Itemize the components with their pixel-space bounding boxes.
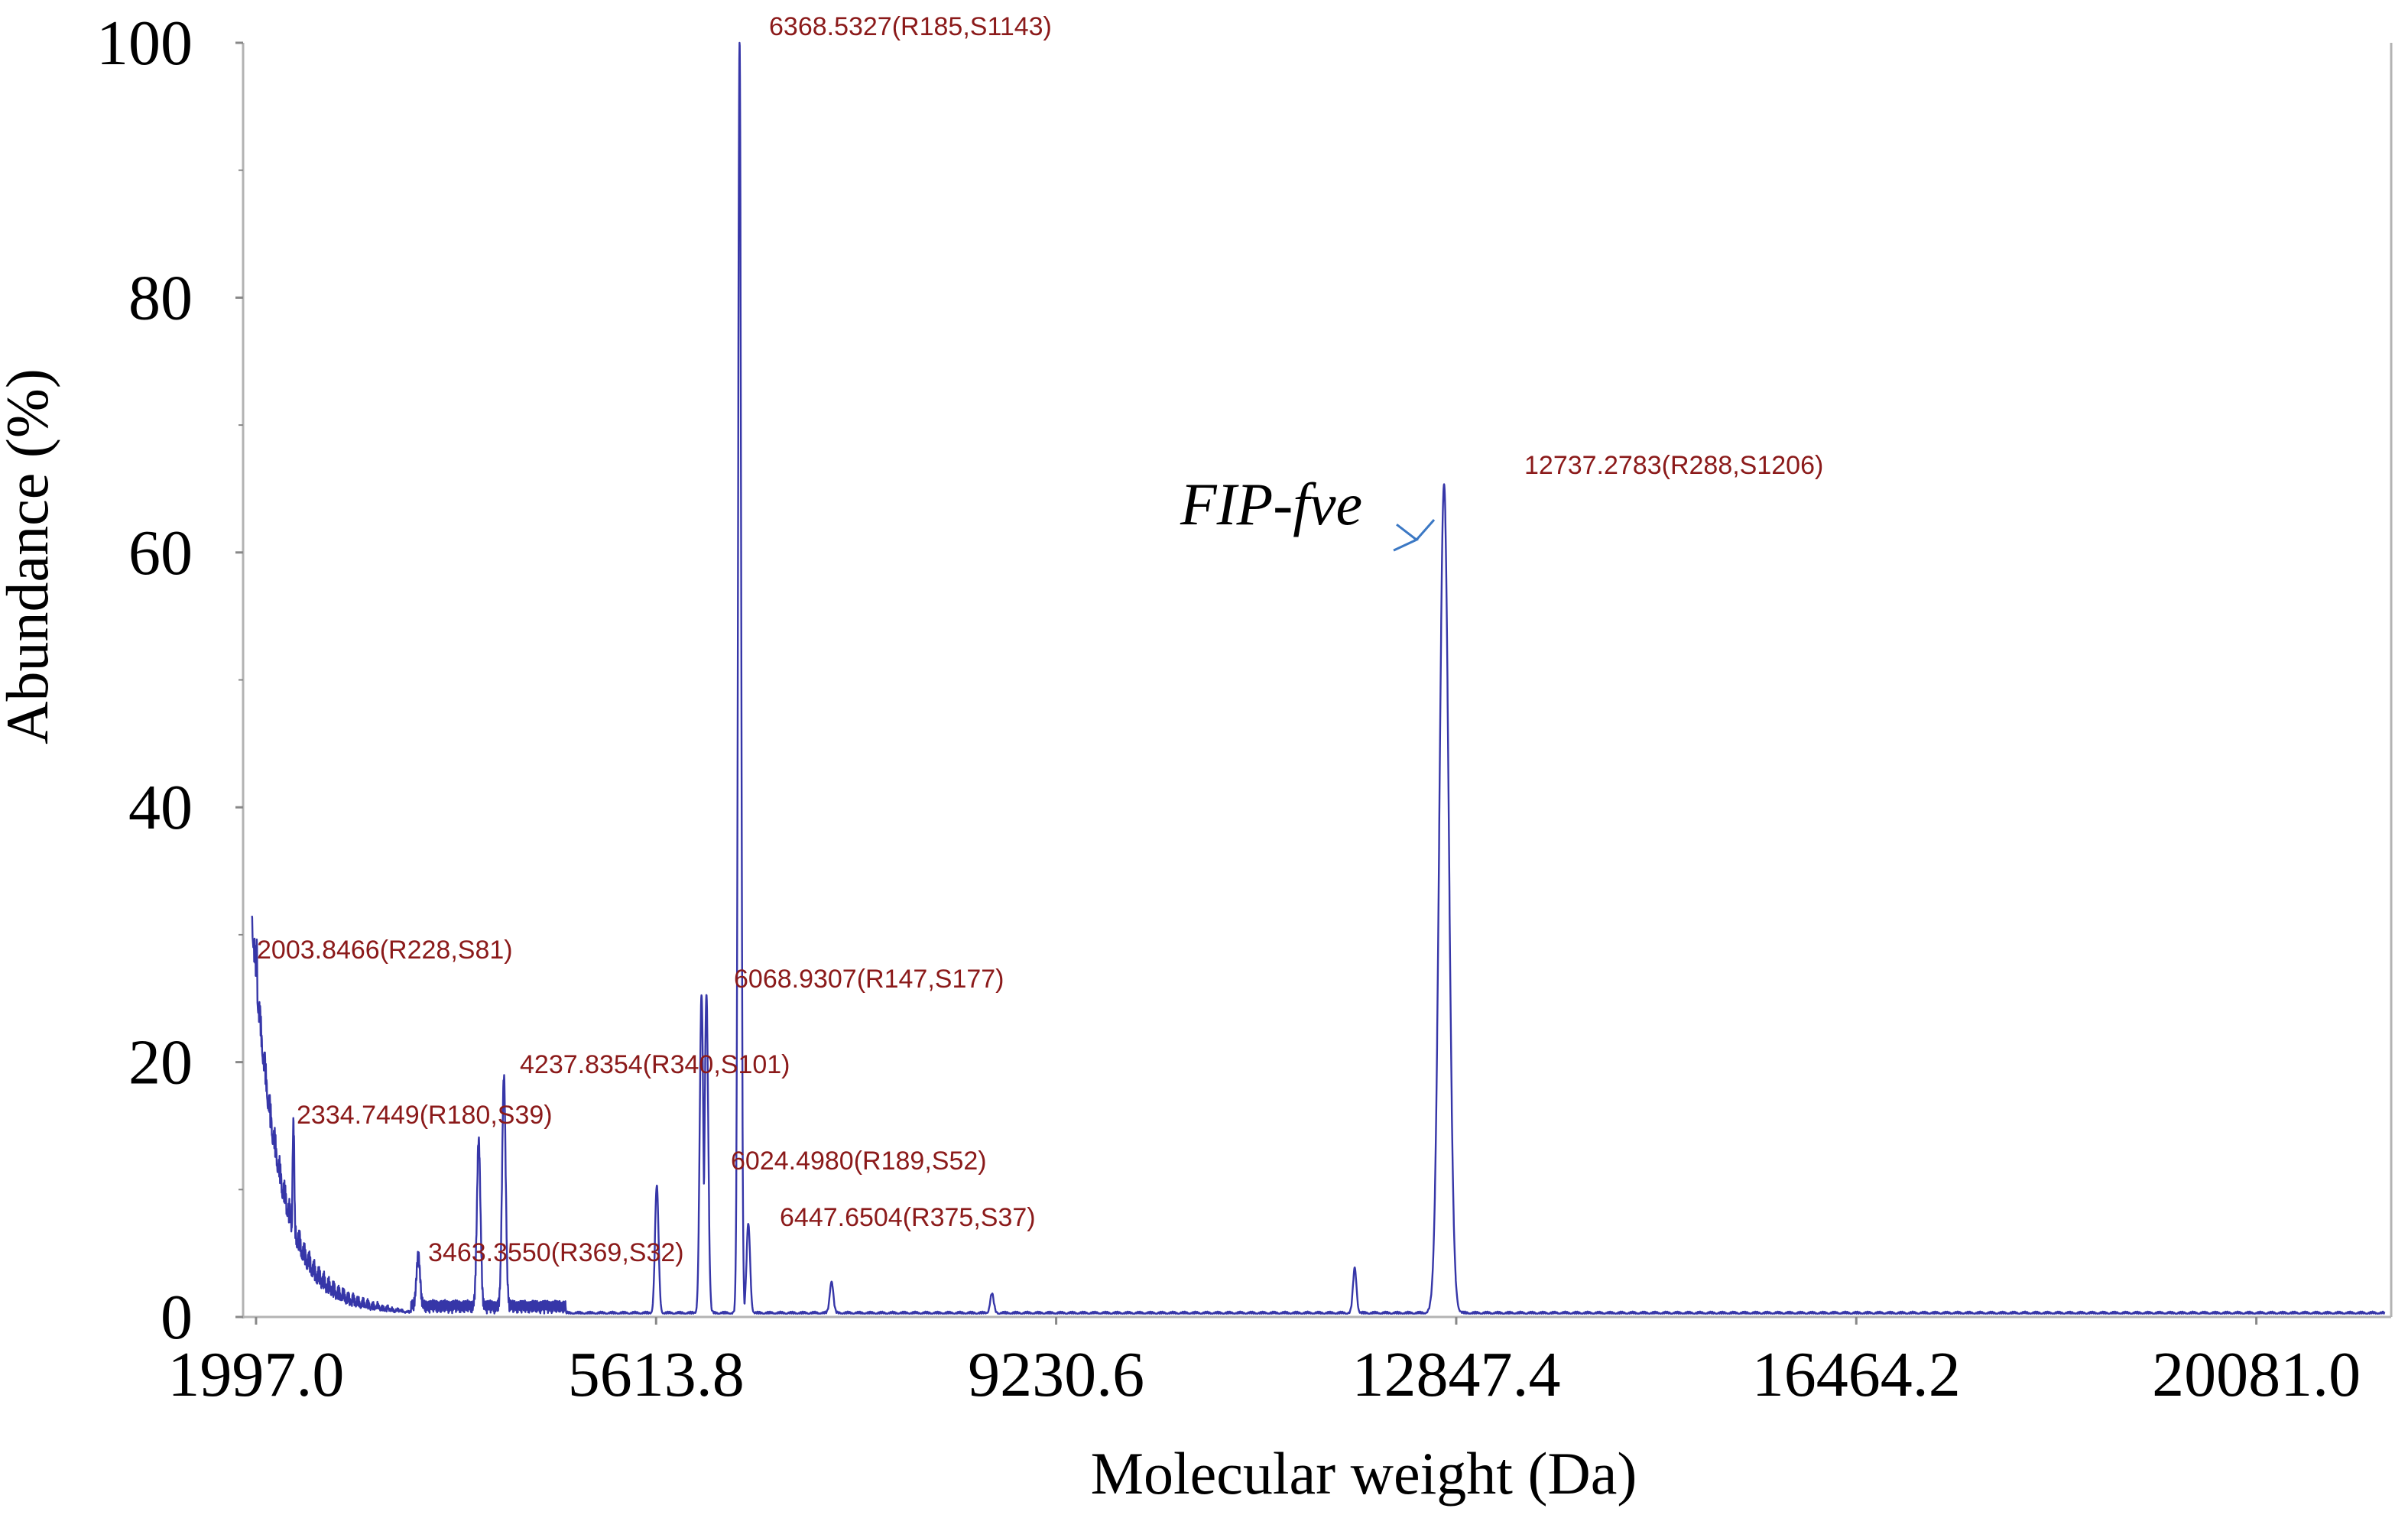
- annotation-arrow: [1415, 519, 1436, 541]
- x-tick-label: 20081.0: [2152, 1339, 2361, 1410]
- y-tick-label: 60: [128, 517, 193, 589]
- x-tick-label: 9230.6: [968, 1339, 1144, 1410]
- peak-label: 6447.6504(R375,S37): [780, 1203, 1036, 1232]
- peak-label: 6368.5327(R185,S1143): [769, 12, 1052, 41]
- x-tick-label: 5613.8: [568, 1339, 745, 1410]
- annotation: FIP-fve: [1180, 471, 1436, 552]
- peak-label: 4237.8354(R340,S101): [520, 1050, 790, 1079]
- peak-label: 3463.3550(R369,S32): [428, 1238, 684, 1267]
- peak-label: 12737.2783(R288,S1206): [1524, 451, 1823, 480]
- y-tick-label: 40: [128, 772, 193, 843]
- x-axis-title: Molecular weight (Da): [1091, 1440, 1637, 1507]
- spectrum-line-layer: [251, 41, 2386, 1315]
- peak-labels: 2003.8466(R228,S81) 2334.7449(R180,S39) 42…: [257, 12, 1823, 1267]
- y-tick-label: 80: [128, 262, 193, 333]
- annotation-text: FIP-fve: [1180, 471, 1362, 537]
- peak-label: 2334.7449(R180,S39): [297, 1101, 553, 1130]
- spectrum-line: [251, 41, 2386, 1315]
- peak-label: 6068.9307(R147,S177): [734, 965, 1004, 994]
- x-tick-label: 1997.0: [167, 1339, 344, 1410]
- y-tick-label: 0: [161, 1282, 193, 1353]
- annotation-arrowhead: [1393, 523, 1419, 552]
- axes: 0 20 40 60 80 100 1997.0 5613.8 9230.6 12847.4 164…: [96, 8, 2393, 1410]
- y-axis-title: Abundance (%): [0, 368, 60, 744]
- x-tick-label: 16464.2: [1752, 1339, 1961, 1410]
- peak-label: 6024.4980(R189,S52): [731, 1147, 987, 1176]
- y-tick-label: 100: [96, 8, 193, 79]
- y-tick-label: 20: [128, 1027, 193, 1098]
- x-tick-label: 12847.4: [1352, 1339, 1560, 1410]
- peak-label: 2003.8466(R228,S81): [257, 936, 513, 965]
